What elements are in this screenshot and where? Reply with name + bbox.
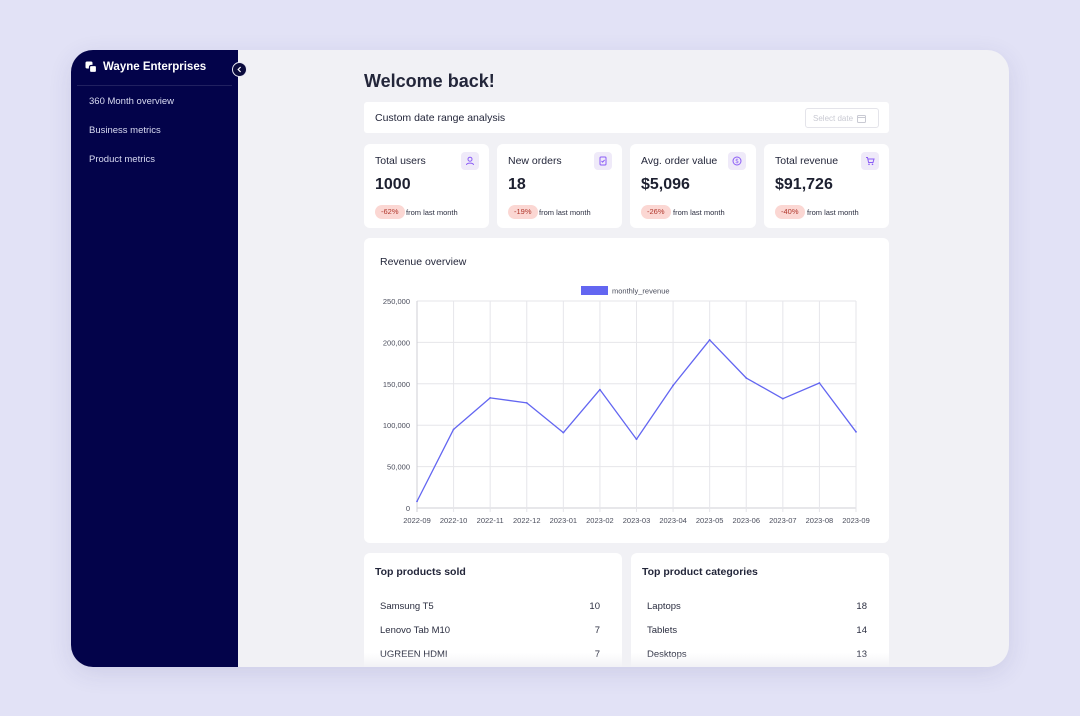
- sidebar-nav: 360 Month overview Business metrics Prod…: [89, 96, 174, 183]
- category-count: 14: [856, 625, 867, 636]
- data-point: [489, 396, 492, 399]
- kpi-delta-text: from last month: [539, 208, 591, 217]
- divider: [77, 85, 232, 86]
- product-count: 7: [594, 625, 600, 636]
- sidebar-item-business-metrics[interactable]: Business metrics: [89, 125, 161, 136]
- date-range-label: Custom date range analysis: [375, 112, 506, 124]
- top-categories-panel: Top product categories Laptops 18 Tablet…: [631, 553, 889, 667]
- dollar-icon: $: [728, 152, 746, 170]
- svg-text:$: $: [735, 158, 739, 165]
- x-tick-label: 2023-05: [696, 516, 724, 525]
- kpi-delta-text: from last month: [406, 208, 458, 217]
- brand[interactable]: Wayne Enterprises: [85, 61, 206, 73]
- sidebar-item-360-month-overview[interactable]: 360 Month overview: [89, 96, 175, 107]
- x-tick-label: 2023-07: [769, 516, 797, 525]
- app-window: Wayne Enterprises 360 Month overview Bus…: [71, 50, 1009, 667]
- list-item: Laptops 18: [647, 601, 867, 612]
- list-item: Tablets 14: [647, 625, 867, 636]
- data-point: [599, 388, 601, 391]
- kpi-card-avg-order-value: Avg. order value $ $5,096 -26% from last…: [630, 144, 756, 228]
- revenue-overview-card: Revenue overview 0 50,000 100,000 150,000 20…: [364, 238, 889, 543]
- list-item: Samsung T5 10: [380, 601, 600, 612]
- legend-swatch: [581, 286, 608, 295]
- y-tick-label: 0: [406, 504, 410, 513]
- y-tick-label: 250,000: [383, 297, 410, 306]
- y-tick-label: 100,000: [383, 421, 410, 430]
- sidebar-item-product-metrics[interactable]: Product metrics: [89, 154, 155, 165]
- revenue-chart: 0 50,000 100,000 150,000 200,000 250,000 2022-…: [383, 286, 870, 525]
- date-picker[interactable]: Select date: [805, 108, 879, 128]
- calendar-icon: [857, 114, 867, 123]
- x-tick-label: 2022-11: [477, 516, 504, 525]
- data-point: [416, 500, 418, 503]
- product-name: Lenovo Tab M10: [380, 625, 451, 636]
- x-tick-label: 2022-10: [440, 516, 468, 525]
- data-point: [672, 384, 674, 387]
- kpi-delta-text: from last month: [673, 208, 725, 217]
- category-name: Laptops: [647, 601, 681, 612]
- y-tick-label: 50,000: [387, 463, 410, 472]
- x-tick-label: 2023-06: [732, 516, 760, 525]
- x-tick-label: 2022-12: [513, 516, 541, 525]
- date-range-bar: Custom date range analysis Select date: [364, 102, 889, 133]
- kpi-card-total-revenue: Total revenue $91,726 -40% from last mon…: [764, 144, 889, 228]
- data-point: [562, 431, 565, 434]
- x-tick-label: 2022-09: [403, 516, 431, 525]
- x-tick-label: 2023-01: [550, 516, 578, 525]
- kpi-title: New orders: [508, 155, 562, 167]
- list-item: Lenovo Tab M10 7: [380, 625, 600, 636]
- data-point: [745, 377, 748, 379]
- kpi-value: $91,726: [775, 176, 833, 193]
- x-tick-label: 2023-04: [659, 516, 687, 525]
- kpi-delta-text: from last month: [807, 208, 859, 217]
- category-name: Tablets: [647, 625, 678, 636]
- data-point: [855, 430, 857, 433]
- kpi-value: 18: [508, 176, 526, 193]
- kpi-card-total-users: Total users 1000 -62% from last month: [364, 144, 489, 228]
- data-point: [781, 397, 784, 400]
- data-point: [818, 382, 821, 384]
- kpi-delta-badge: -26%: [641, 205, 671, 219]
- scroll-fade: [238, 653, 1009, 667]
- kpi-card-new-orders: New orders 18 -19% from last month: [497, 144, 622, 228]
- brand-name: Wayne Enterprises: [103, 61, 207, 73]
- data-point: [708, 339, 711, 341]
- y-tick-label: 200,000: [383, 338, 410, 347]
- revenue-title: Revenue overview: [380, 256, 467, 268]
- legend-label: monthly_revenue: [612, 287, 670, 296]
- date-picker-placeholder: Select date: [813, 113, 854, 123]
- top-categories-title: Top product categories: [642, 566, 758, 578]
- category-count: 18: [856, 601, 867, 612]
- collapse-sidebar-button[interactable]: [232, 62, 247, 77]
- sidebar: Wayne Enterprises 360 Month overview Bus…: [71, 50, 238, 667]
- y-tick-label: 150,000: [383, 380, 410, 389]
- kpi-cards: Total users 1000 -62% from last month Ne…: [364, 144, 889, 228]
- cart-icon: [861, 152, 879, 170]
- logo-icon: [85, 61, 97, 73]
- data-point: [525, 401, 528, 404]
- x-tick-label: 2023-09: [842, 516, 870, 525]
- x-tick-label: 2023-08: [806, 516, 834, 525]
- kpi-delta-badge: -62%: [375, 205, 405, 219]
- x-tick-label: 2023-03: [623, 516, 651, 525]
- data-point: [452, 428, 455, 431]
- kpi-title: Total users: [375, 155, 426, 167]
- main-content: Welcome back! Custom date range analysis…: [238, 50, 1009, 667]
- x-tick-label: 2023-02: [586, 516, 614, 525]
- top-products-title: Top products sold: [375, 566, 466, 578]
- kpi-delta-badge: -19%: [508, 205, 538, 219]
- page-title: Welcome back!: [364, 71, 495, 91]
- kpi-title: Avg. order value: [641, 155, 718, 167]
- product-name: Samsung T5: [380, 601, 434, 612]
- kpi-value: 1000: [375, 176, 411, 193]
- top-products-panel: Top products sold Samsung T5 10 Lenovo T…: [364, 553, 622, 667]
- kpi-value: $5,096: [641, 176, 690, 193]
- user-icon: [461, 152, 479, 170]
- kpi-title: Total revenue: [775, 155, 839, 167]
- data-point: [635, 438, 638, 441]
- chevron-left-icon: [237, 66, 242, 73]
- product-count: 10: [589, 601, 600, 612]
- clipboard-icon: [594, 152, 612, 170]
- kpi-delta-badge: -40%: [775, 205, 805, 219]
